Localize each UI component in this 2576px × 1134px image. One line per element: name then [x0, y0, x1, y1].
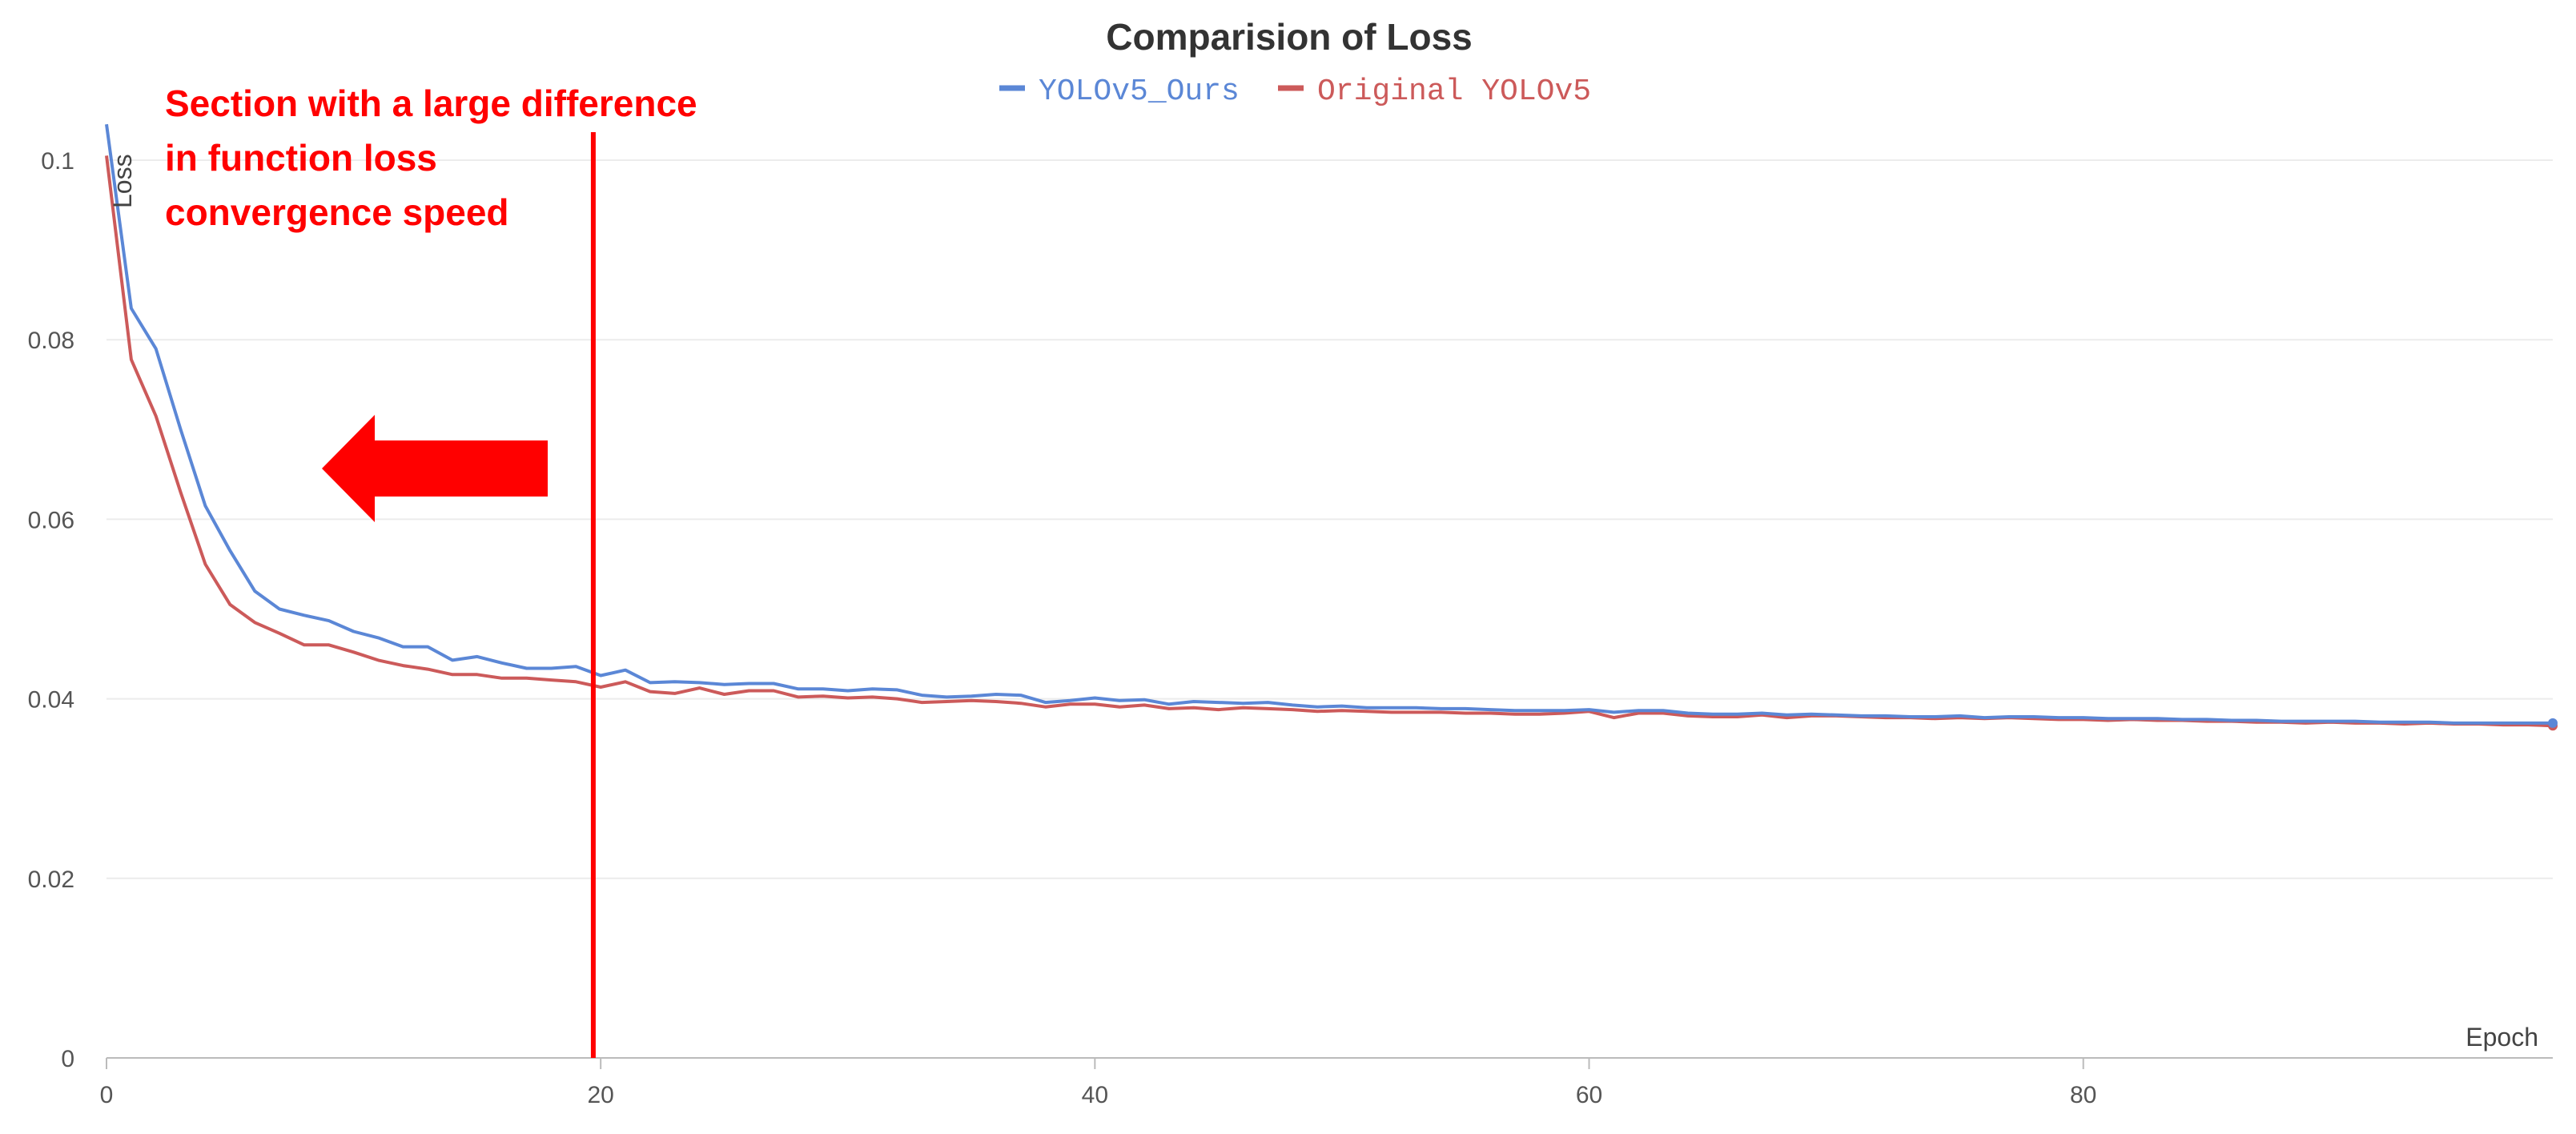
axes: 0 0.02 0.04 0.06 0.08 0.1 0 20 40 60 80	[28, 148, 2553, 1108]
annotation-text-line: Section with a large difference	[165, 82, 697, 124]
x-tick-label: 60	[1576, 1082, 1602, 1108]
legend-label: YOLOv5_Ours	[1039, 74, 1240, 109]
y-axis-title: Loss	[108, 154, 137, 208]
y-tick-label: 0	[61, 1046, 74, 1072]
x-tick-label: 40	[1082, 1082, 1108, 1108]
x-axis-title: Epoch	[2465, 1023, 2538, 1052]
y-tick-label: 0.06	[28, 507, 74, 533]
legend-label: Original YOLOv5	[1317, 74, 1591, 109]
legend-item-yolov5-ours[interactable]: YOLOv5_Ours	[999, 74, 1240, 109]
x-tick-label: 0	[100, 1082, 114, 1108]
x-tick-label: 20	[587, 1082, 613, 1108]
legend-item-original-yolov5[interactable]: Original YOLOv5	[1278, 74, 1591, 109]
annotation-left-arrow	[322, 415, 548, 522]
series-line-yolov5-ours	[105, 123, 2553, 725]
chart-title: Comparision of Loss	[1106, 16, 1472, 58]
series-endpoint	[2548, 718, 2558, 728]
legend[interactable]: YOLOv5_Ours Original YOLOv5	[999, 74, 1591, 109]
y-tick-label: 0.02	[28, 867, 74, 893]
y-tick-label: 0.1	[41, 148, 74, 175]
annotation-text-line: in function loss	[165, 137, 437, 179]
annotation-text-line: convergence speed	[165, 191, 509, 233]
y-tick-label: 0.04	[28, 687, 74, 714]
series-lines	[105, 123, 2558, 731]
annotations: Section with a large difference in functi…	[165, 82, 697, 1058]
y-tick-label: 0.08	[28, 328, 74, 354]
x-tick-label: 80	[2070, 1082, 2096, 1108]
gridlines	[106, 159, 2553, 879]
